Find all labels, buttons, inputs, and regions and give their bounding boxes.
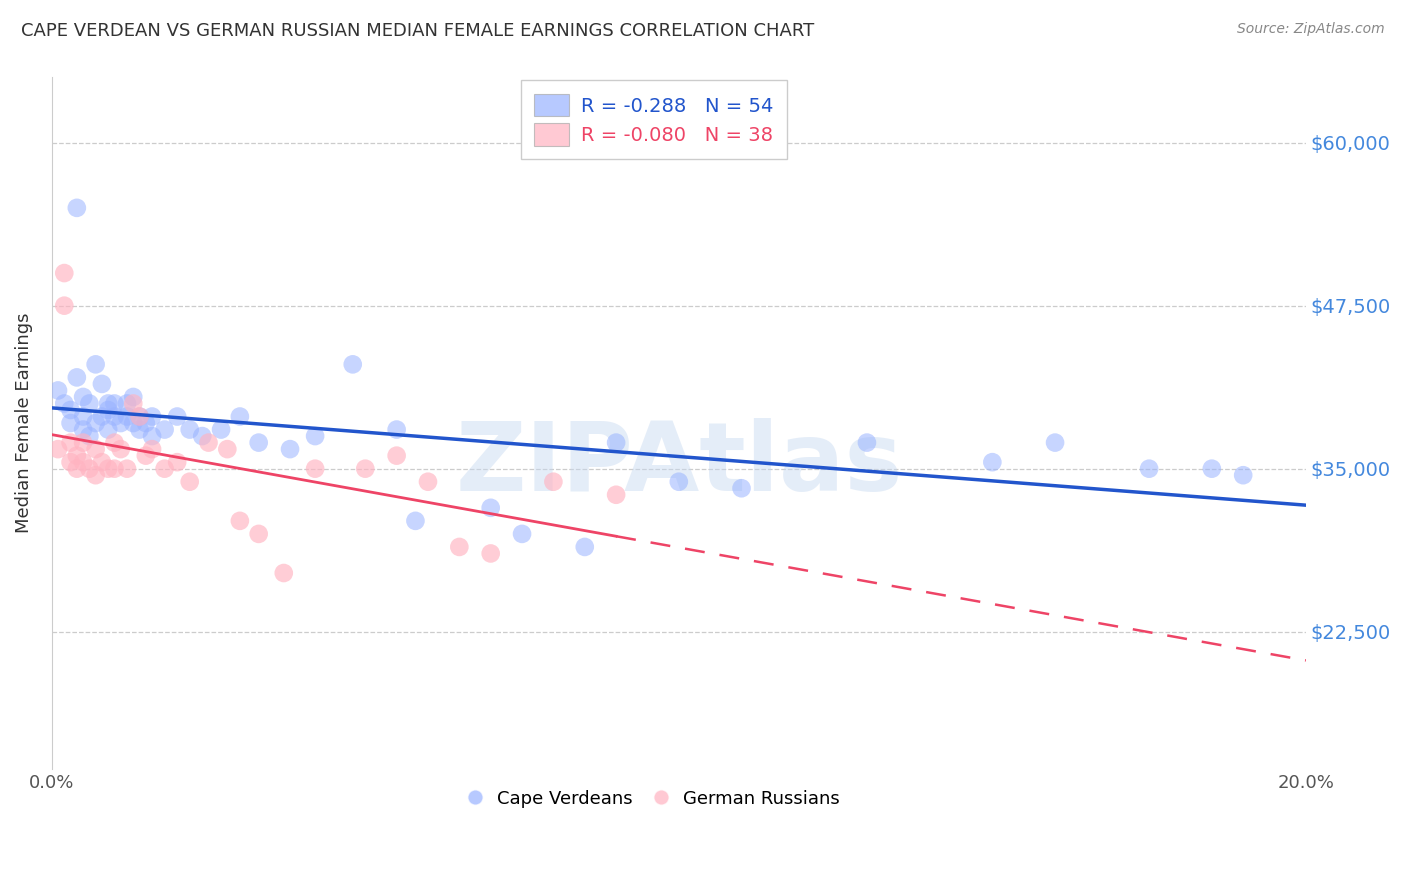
Point xyxy=(103,461,125,475)
Point xyxy=(46,442,69,457)
Point xyxy=(90,409,112,424)
Point xyxy=(84,416,107,430)
Point xyxy=(53,396,76,410)
Point xyxy=(59,435,82,450)
Point xyxy=(59,403,82,417)
Point xyxy=(273,566,295,580)
Text: Source: ZipAtlas.com: Source: ZipAtlas.com xyxy=(1237,22,1385,37)
Point xyxy=(72,390,94,404)
Point xyxy=(97,461,120,475)
Point xyxy=(141,442,163,457)
Point xyxy=(229,514,252,528)
Point xyxy=(304,461,326,475)
Point xyxy=(72,423,94,437)
Point xyxy=(404,514,426,528)
Point xyxy=(115,461,138,475)
Point xyxy=(115,396,138,410)
Point xyxy=(416,475,439,489)
Point xyxy=(84,468,107,483)
Point xyxy=(97,403,120,417)
Point xyxy=(304,429,326,443)
Point xyxy=(229,409,252,424)
Point xyxy=(247,527,270,541)
Point xyxy=(141,429,163,443)
Point xyxy=(115,409,138,424)
Point xyxy=(110,442,132,457)
Point xyxy=(153,461,176,475)
Point xyxy=(981,455,1004,469)
Point xyxy=(449,540,471,554)
Point xyxy=(103,396,125,410)
Point xyxy=(122,390,145,404)
Point xyxy=(479,546,502,560)
Point xyxy=(543,475,565,489)
Point xyxy=(97,423,120,437)
Point xyxy=(59,455,82,469)
Point xyxy=(72,409,94,424)
Point xyxy=(191,429,214,443)
Point xyxy=(354,461,377,475)
Point xyxy=(66,370,89,384)
Point xyxy=(84,357,107,371)
Point xyxy=(197,435,219,450)
Point xyxy=(66,461,89,475)
Point xyxy=(103,409,125,424)
Point xyxy=(122,416,145,430)
Point xyxy=(209,423,232,437)
Point xyxy=(1201,461,1223,475)
Point xyxy=(103,435,125,450)
Point xyxy=(856,435,879,450)
Legend: Cape Verdeans, German Russians: Cape Verdeans, German Russians xyxy=(461,782,846,815)
Point xyxy=(1043,435,1066,450)
Point xyxy=(53,266,76,280)
Point xyxy=(166,455,188,469)
Point xyxy=(90,376,112,391)
Point xyxy=(110,416,132,430)
Text: CAPE VERDEAN VS GERMAN RUSSIAN MEDIAN FEMALE EARNINGS CORRELATION CHART: CAPE VERDEAN VS GERMAN RUSSIAN MEDIAN FE… xyxy=(21,22,814,40)
Point xyxy=(166,409,188,424)
Point xyxy=(479,500,502,515)
Point xyxy=(79,461,101,475)
Point xyxy=(605,488,627,502)
Point xyxy=(278,442,301,457)
Point xyxy=(135,416,157,430)
Point xyxy=(135,449,157,463)
Point xyxy=(179,423,201,437)
Point xyxy=(574,540,596,554)
Point xyxy=(247,435,270,450)
Y-axis label: Median Female Earnings: Median Female Earnings xyxy=(15,313,32,533)
Point xyxy=(730,481,752,495)
Point xyxy=(79,429,101,443)
Point xyxy=(122,396,145,410)
Text: ZIPAtlas: ZIPAtlas xyxy=(456,418,903,511)
Point xyxy=(128,409,150,424)
Point xyxy=(72,455,94,469)
Point xyxy=(1232,468,1254,483)
Point xyxy=(668,475,690,489)
Point xyxy=(605,435,627,450)
Point xyxy=(66,201,89,215)
Point xyxy=(217,442,239,457)
Point xyxy=(53,299,76,313)
Point xyxy=(128,409,150,424)
Point xyxy=(342,357,364,371)
Point xyxy=(141,409,163,424)
Point xyxy=(153,423,176,437)
Point xyxy=(128,423,150,437)
Point xyxy=(385,423,408,437)
Point xyxy=(90,455,112,469)
Point xyxy=(66,449,89,463)
Point xyxy=(79,396,101,410)
Point xyxy=(72,435,94,450)
Point xyxy=(46,384,69,398)
Point xyxy=(84,442,107,457)
Point xyxy=(179,475,201,489)
Point xyxy=(385,449,408,463)
Point xyxy=(510,527,533,541)
Point xyxy=(59,416,82,430)
Point xyxy=(97,396,120,410)
Point xyxy=(1137,461,1160,475)
